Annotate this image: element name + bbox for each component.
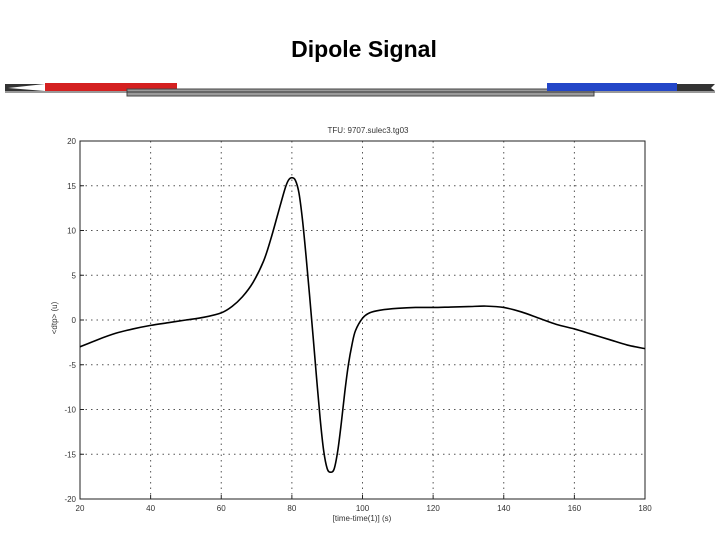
slide-title: Dipole Signal <box>291 36 437 62</box>
y-tick-label: 15 <box>67 182 76 191</box>
x-tick-label: 20 <box>76 504 85 513</box>
header-red-bar <box>45 83 177 91</box>
y-tick-label: 0 <box>72 316 77 325</box>
x-tick-label: 100 <box>356 504 370 513</box>
header-left-arrow-shape <box>5 84 45 91</box>
x-tick-label: 160 <box>568 504 582 513</box>
ticks <box>79 140 646 500</box>
grid <box>80 141 645 499</box>
header-blue-bar <box>547 83 677 91</box>
x-axis-label: [time-time(1)] (s) <box>333 514 392 523</box>
y-tick-label: -10 <box>64 406 76 415</box>
x-tick-labels: 20 40 60 80 100 120 140 160 180 <box>76 504 653 513</box>
x-tick-label: 180 <box>638 504 652 513</box>
plot-frame <box>79 140 646 500</box>
x-tick-label: 60 <box>217 504 226 513</box>
x-tick-label: 40 <box>146 504 155 513</box>
y-tick-label: 10 <box>67 227 76 236</box>
y-tick-labels: 20 15 10 5 0 -5 -10 -15 -20 <box>64 137 76 504</box>
y-tick-label: 5 <box>72 271 77 280</box>
x-tick-label: 80 <box>287 504 296 513</box>
y-tick-label: -20 <box>64 495 76 504</box>
y-tick-label: -5 <box>69 361 77 370</box>
chart-title: TFU: 9707.sulec3.tg03 <box>328 126 409 135</box>
x-tick-label: 120 <box>426 504 440 513</box>
header-right-arrow-shape <box>677 84 715 91</box>
y-tick-label: -15 <box>64 450 76 459</box>
chart: TFU: 9707.sulec3.tg03 20 40 60 80 100 120 140 1… <box>50 126 653 523</box>
y-axis-label: <dtp> (u) <box>50 301 59 334</box>
header-divider-bar <box>5 83 715 97</box>
x-tick-label: 140 <box>497 504 511 513</box>
y-tick-label: 20 <box>67 137 76 146</box>
series-line <box>79 176 646 473</box>
